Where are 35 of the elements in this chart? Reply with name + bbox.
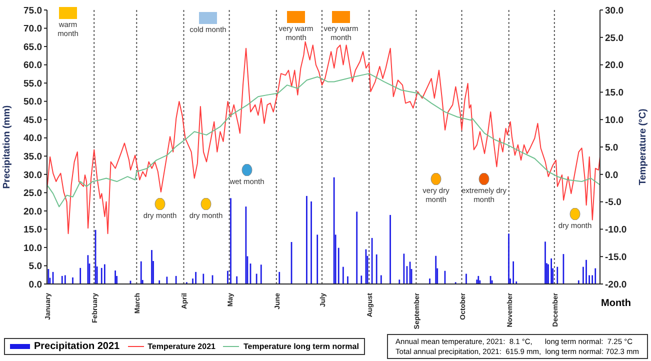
y2-tick-label: -5.0 [605, 197, 622, 208]
y-tick-label: 40.0 [24, 133, 42, 144]
y-tick-label: 25.0 [24, 188, 42, 200]
x-axis-title: Month [601, 298, 631, 309]
y-tick-label: 55.0 [24, 78, 42, 90]
legend-label: Temperature long term normal [243, 342, 359, 351]
y2-tick-label: -15.0 [605, 252, 627, 263]
y-tick-label: 75.0 [24, 5, 42, 16]
y2-tick-label: 0.0 [605, 170, 618, 181]
y2-tick-label: 20.0 [605, 60, 624, 72]
y-tick-label: 65.0 [24, 42, 42, 53]
y-tick-label: 20.0 [24, 206, 42, 218]
y-tick-label: 5.0 [28, 261, 42, 272]
y2-tick-label: 10.0 [605, 114, 624, 126]
y-tick-label: 50.0 [24, 96, 42, 108]
y2-tick-label: -10.0 [605, 224, 627, 236]
y-tick-label: 0.0 [28, 279, 42, 290]
line-series [47, 41, 600, 234]
legend-label: Precipitation 2021 [34, 341, 120, 352]
y-tick-label: 35.0 [24, 152, 42, 163]
y2-tick-label: 30.0 [605, 5, 624, 16]
y-tick-label: 15.0 [24, 224, 42, 236]
legend-label: Temperature 2021 [148, 342, 216, 351]
y2-tick-label: 5.0 [605, 142, 618, 154]
y2-tick-label: 25.0 [605, 32, 624, 44]
y2-axis-title: Temperature (°C) [638, 108, 648, 186]
y-tick-label: 10.0 [24, 242, 42, 254]
y-tick-label: 70.0 [24, 24, 42, 35]
y-tick-label: 30.0 [24, 170, 42, 181]
y-tick-label: 60.0 [24, 60, 42, 72]
y-axis-title: Precipitation (mm) [2, 105, 12, 189]
y2-tick-label: -20.0 [605, 279, 627, 290]
y-tick-label: 45.0 [24, 114, 42, 126]
y2-tick-label: 15.0 [605, 88, 624, 99]
line-series [47, 73, 600, 208]
